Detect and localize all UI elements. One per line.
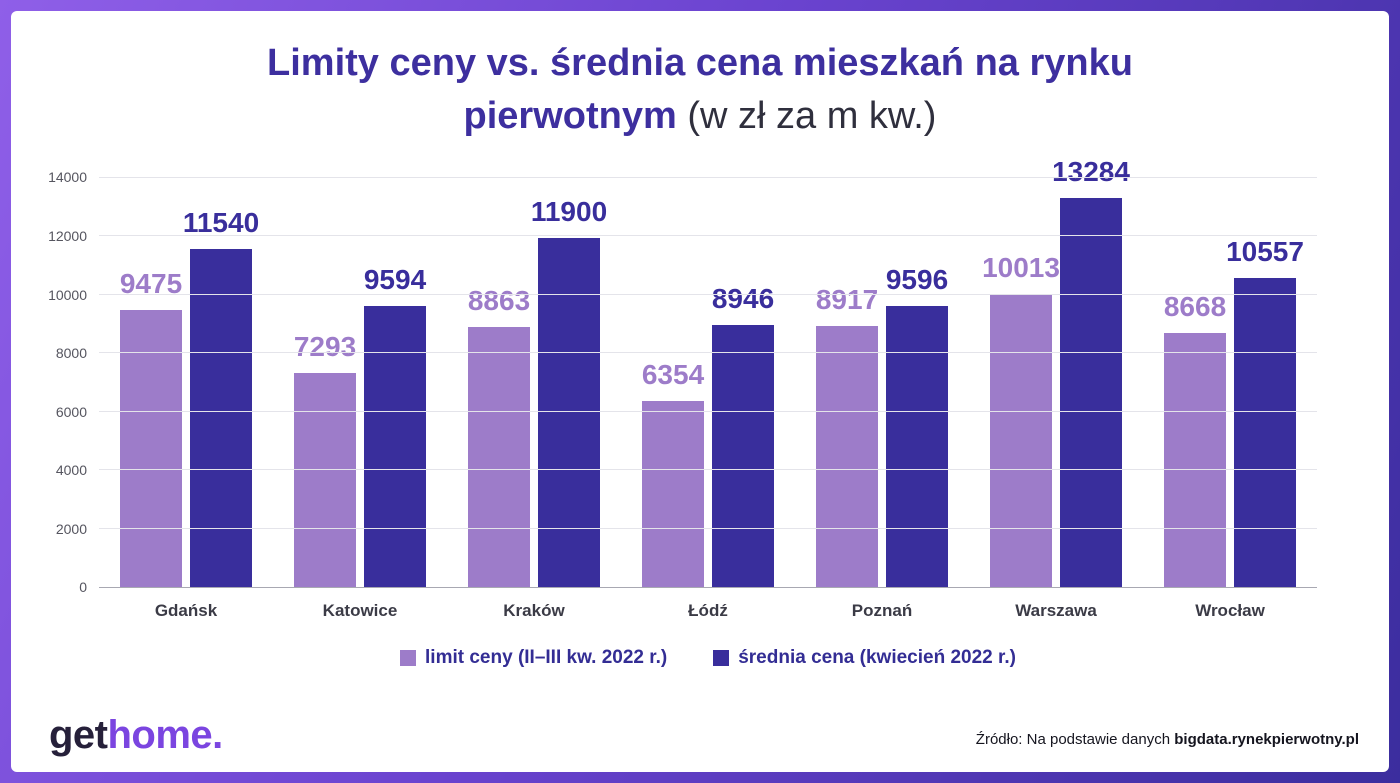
grid-line bbox=[99, 177, 1317, 179]
footer: gethome. Źródło: Na podstawie danych big… bbox=[49, 713, 1359, 758]
x-tick-label: Wrocław bbox=[1195, 601, 1265, 621]
bar-column: 11900 bbox=[531, 177, 607, 588]
bar bbox=[538, 238, 600, 588]
bar bbox=[468, 327, 530, 588]
bar-column: 7293 bbox=[293, 177, 357, 588]
plot-area: 9475 11540 7293 9594 8863 11900 6354 8946 8917 95… bbox=[48, 156, 1317, 595]
bar-chart: 9475 11540 7293 9594 8863 11900 6354 8946 8917 95… bbox=[48, 156, 1317, 669]
bar-column: 6354 bbox=[641, 177, 705, 588]
bar-column: 8917 bbox=[815, 177, 879, 588]
bar-group: 8917 9596 bbox=[795, 177, 969, 588]
bar bbox=[1060, 198, 1122, 588]
chart-legend: limit ceny (II–III kw. 2022 r.) średnia c… bbox=[99, 647, 1317, 669]
grid-line bbox=[99, 352, 1317, 354]
bar-group: 9475 11540 bbox=[99, 177, 273, 588]
legend-swatch bbox=[400, 650, 417, 667]
bar-group: 6354 8946 bbox=[621, 177, 795, 588]
x-tick-label: Poznań bbox=[851, 601, 913, 621]
bar-value-label: 7293 bbox=[293, 331, 357, 363]
gethome-logo: gethome. bbox=[49, 713, 223, 758]
bar-column: 9594 bbox=[363, 177, 427, 588]
bar bbox=[712, 325, 774, 588]
logo-home: home. bbox=[107, 713, 224, 757]
bar-column: 13284 bbox=[1052, 156, 1130, 588]
bar-column: 9475 bbox=[119, 177, 183, 588]
x-tick-label: Warszawa bbox=[1015, 601, 1097, 621]
bar-value-label: 10013 bbox=[982, 252, 1060, 284]
y-tick-label: 0 bbox=[79, 579, 87, 596]
bar-column: 8668 bbox=[1163, 177, 1227, 588]
bar bbox=[816, 326, 878, 588]
x-tick-label: Katowice bbox=[322, 601, 398, 621]
bar bbox=[120, 310, 182, 588]
bar-value-label: 9596 bbox=[885, 264, 949, 296]
chart-title-line2-bold: pierwotnym bbox=[463, 95, 677, 138]
chart-card: Limity ceny vs. średnia cena mieszkań na… bbox=[11, 11, 1389, 772]
bar-column: 10013 bbox=[982, 177, 1060, 588]
y-tick-label: 2000 bbox=[55, 520, 87, 537]
y-tick-label: 12000 bbox=[48, 227, 87, 244]
bar-group: 8863 11900 bbox=[447, 177, 621, 588]
bar bbox=[642, 401, 704, 588]
bar-groups: 9475 11540 7293 9594 8863 11900 6354 8946 8917 95… bbox=[99, 156, 1317, 588]
bar bbox=[364, 306, 426, 588]
bar-value-label: 6354 bbox=[641, 359, 705, 391]
x-tick-label: Gdańsk bbox=[154, 601, 218, 621]
bar-group: 7293 9594 bbox=[273, 177, 447, 588]
source-domain: bigdata.rynekpierwotny.pl bbox=[1174, 731, 1359, 748]
x-tick-label: Łódź bbox=[688, 601, 728, 621]
legend-label: limit ceny (II–III kw. 2022 r.) bbox=[425, 647, 668, 669]
bar-value-label: 8863 bbox=[467, 285, 531, 317]
legend-item: średnia cena (kwiecień 2022 r.) bbox=[713, 647, 1016, 669]
bar-group: 8668 10557 bbox=[1143, 177, 1317, 588]
bar bbox=[886, 306, 948, 588]
y-tick-label: 14000 bbox=[48, 169, 87, 186]
source-prefix: Źródło: Na podstawie danych bbox=[975, 731, 1175, 748]
y-tick-label: 4000 bbox=[55, 462, 87, 479]
grid-line bbox=[99, 527, 1317, 529]
bar-value-label: 13284 bbox=[1052, 156, 1130, 188]
legend-item: limit ceny (II–III kw. 2022 r.) bbox=[400, 647, 667, 669]
logo-get: get bbox=[49, 713, 108, 757]
bar bbox=[1234, 278, 1296, 588]
bar bbox=[990, 294, 1052, 588]
bar-value-label: 11540 bbox=[182, 207, 260, 239]
y-tick-label: 10000 bbox=[48, 286, 87, 303]
grid-line bbox=[99, 293, 1317, 295]
grid-line bbox=[99, 469, 1317, 471]
bar-column: 8863 bbox=[467, 177, 531, 588]
bar-value-label: 8946 bbox=[711, 283, 775, 315]
bar bbox=[190, 249, 252, 588]
chart-title: Limity ceny vs. średnia cena mieszkań na… bbox=[11, 11, 1389, 143]
bar-group: 10013 13284 bbox=[969, 156, 1143, 588]
bar-column: 11540 bbox=[183, 177, 259, 588]
bar-value-label: 11900 bbox=[530, 196, 608, 228]
grid-line bbox=[99, 234, 1317, 236]
chart-title-line1: Limity ceny vs. średnia cena mieszkań na… bbox=[11, 37, 1389, 90]
bar-column: 10557 bbox=[1226, 177, 1304, 588]
chart-title-line2-units: (w zł za m kw.) bbox=[687, 95, 937, 138]
chart-title-line2: pierwotnym (w zł za m kw.) bbox=[11, 90, 1389, 143]
bar-column: 8946 bbox=[711, 177, 775, 588]
legend-swatch bbox=[713, 650, 730, 667]
bar bbox=[1164, 333, 1226, 588]
chart-title-line1-text: Limity ceny vs. średnia cena mieszkań na… bbox=[267, 42, 1133, 84]
bar-value-label: 8917 bbox=[815, 284, 879, 316]
source-text: Źródło: Na podstawie danych bigdata.ryne… bbox=[976, 731, 1359, 758]
bar bbox=[294, 373, 356, 588]
x-axis-labels: Gdańsk Katowice Kraków Łódź Poznań Warszawa Wr… bbox=[99, 601, 1317, 621]
legend-label: średnia cena (kwiecień 2022 r.) bbox=[738, 647, 1016, 669]
bar-column: 9596 bbox=[885, 177, 949, 588]
bar-value-label: 8668 bbox=[1163, 291, 1227, 323]
bar-value-label: 10557 bbox=[1226, 236, 1304, 268]
y-tick-label: 6000 bbox=[55, 403, 87, 420]
grid-line bbox=[99, 410, 1317, 412]
bar-value-label: 9475 bbox=[119, 268, 183, 300]
bar-value-label: 9594 bbox=[363, 264, 427, 296]
y-tick-label: 8000 bbox=[55, 345, 87, 362]
x-tick-label: Kraków bbox=[503, 601, 565, 621]
